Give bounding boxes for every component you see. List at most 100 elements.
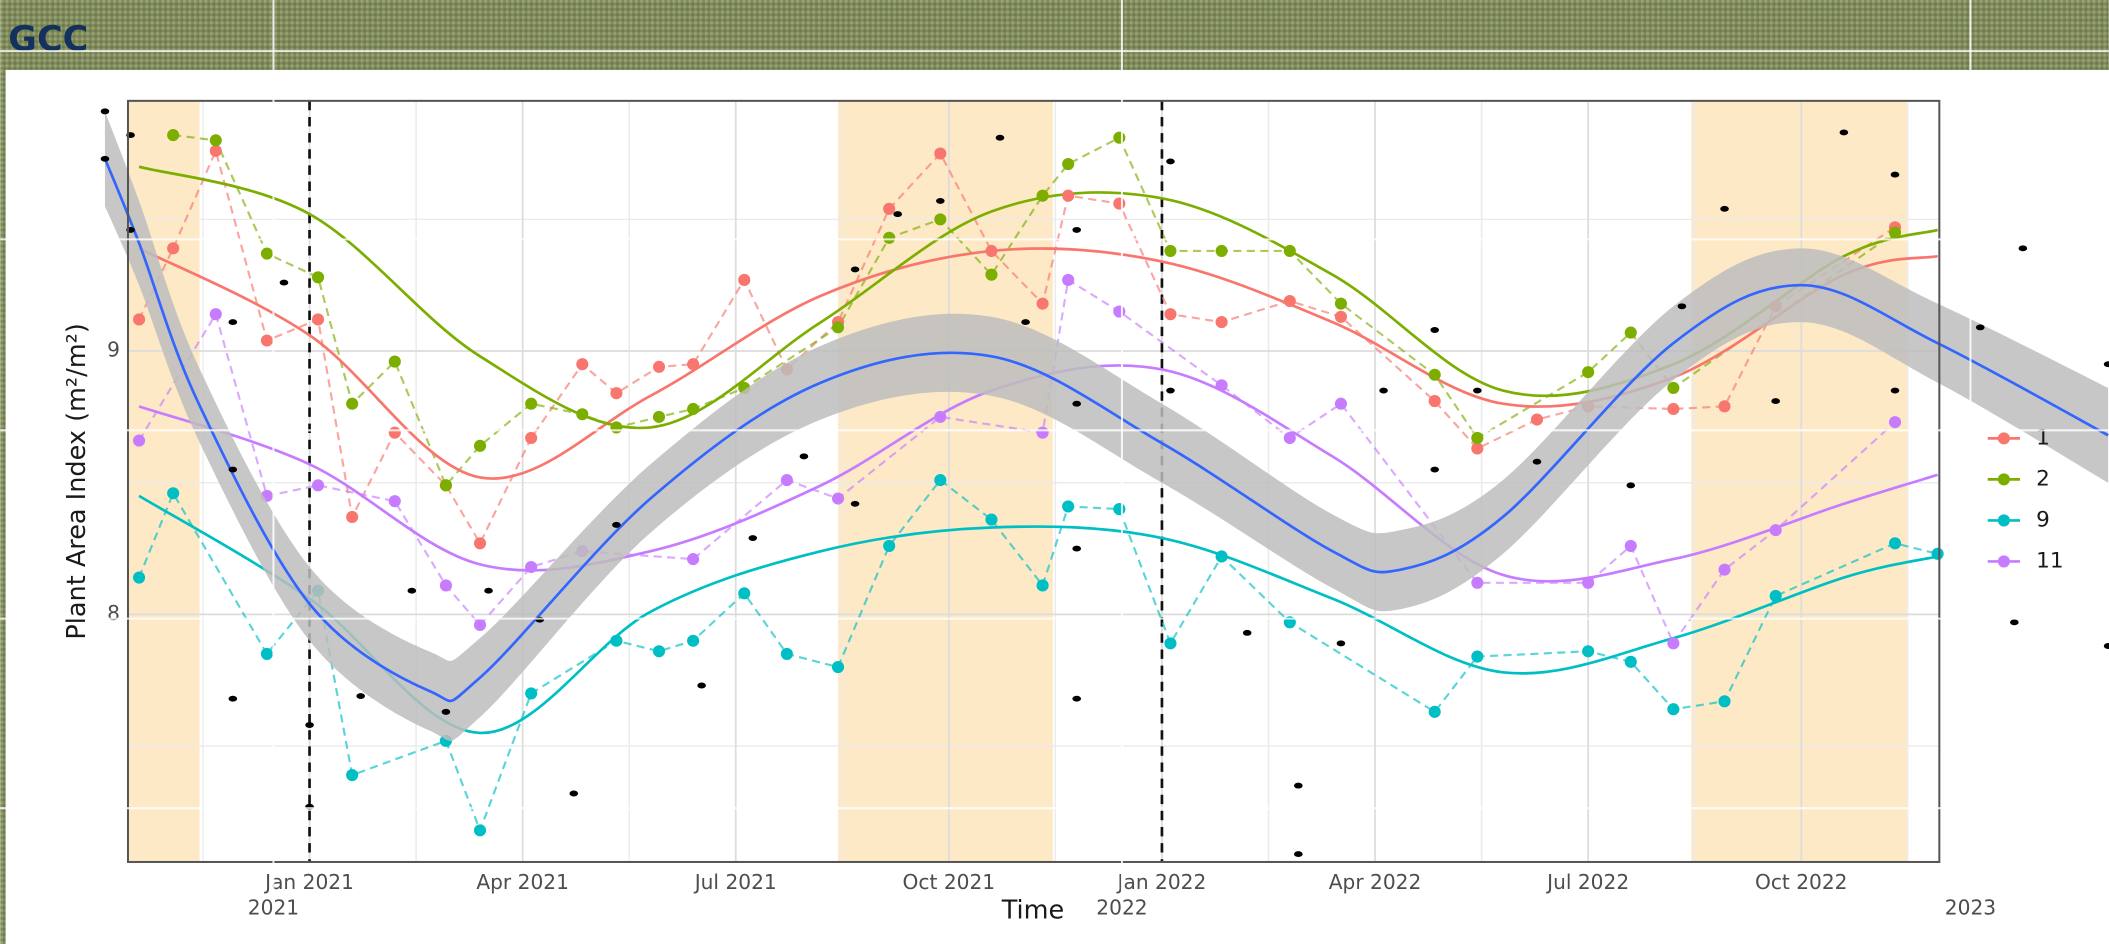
series-point — [610, 421, 623, 434]
series-point — [1113, 131, 1126, 144]
series-point — [1113, 305, 1126, 318]
series-point — [1624, 539, 1637, 552]
year-label: 2021 — [248, 896, 299, 920]
series-point — [1471, 650, 1484, 663]
series-point — [1769, 524, 1782, 537]
series-point — [831, 661, 845, 674]
series-point — [687, 402, 700, 416]
observation-point — [279, 279, 289, 286]
observation-point — [893, 211, 903, 218]
series-point — [610, 387, 623, 400]
x-tick-label: Apr 2021 — [476, 870, 569, 894]
series-point — [312, 313, 325, 326]
series-point — [209, 308, 222, 321]
observation-point — [1975, 324, 1985, 331]
series-point — [1062, 500, 1075, 513]
series-point — [1215, 244, 1228, 258]
year-label: 2023 — [1945, 896, 1996, 920]
series-point — [388, 355, 401, 368]
series-point — [1624, 326, 1637, 339]
series-point — [1113, 197, 1126, 210]
plot-frame — [126, 99, 1941, 863]
series-point — [1888, 537, 1902, 550]
observation-point — [1072, 226, 1082, 233]
observation-point — [228, 319, 238, 326]
series-point — [1769, 589, 1782, 603]
observation-point — [228, 695, 238, 702]
observation-point — [1072, 695, 1082, 702]
y-tick-label: 9 — [107, 338, 120, 362]
series-point — [883, 231, 896, 244]
observation-point — [995, 134, 1005, 141]
observation-point — [1890, 387, 1900, 394]
series-point — [346, 769, 359, 782]
series-point — [1624, 655, 1637, 668]
observation-point — [2010, 619, 2019, 626]
legend-label: 1 — [2036, 425, 2050, 450]
observation-point — [484, 587, 493, 594]
series-point — [1582, 576, 1595, 589]
series-point — [439, 579, 452, 592]
series-point — [1215, 379, 1228, 392]
smooth-line — [103, 158, 2109, 703]
series-point — [260, 247, 273, 260]
observation-point — [407, 587, 417, 594]
series-point — [1718, 563, 1731, 576]
series-point — [209, 134, 222, 147]
series-point — [985, 268, 998, 281]
series-point — [260, 647, 273, 660]
observation-point — [1626, 482, 1636, 489]
series-point — [1718, 400, 1731, 413]
legend-marker — [1997, 514, 2010, 527]
observation-point — [356, 693, 365, 700]
series-point — [133, 434, 146, 447]
series-point — [985, 244, 998, 258]
observation-point — [1771, 398, 1780, 405]
series-point — [167, 487, 180, 500]
series-point — [439, 479, 452, 492]
observation-point — [1021, 319, 1030, 326]
series-point — [167, 242, 180, 255]
series-point — [473, 439, 487, 452]
series-point — [1215, 316, 1228, 329]
observation-point — [1720, 205, 1729, 212]
series-point — [473, 824, 487, 837]
series-point — [1471, 431, 1484, 445]
observation-point — [748, 535, 758, 541]
observation-point — [936, 197, 945, 204]
series-point — [1582, 645, 1595, 658]
series-point — [1113, 503, 1126, 516]
series-line — [138, 278, 1896, 646]
series-point — [652, 360, 666, 373]
observation-point — [441, 708, 451, 715]
series-point — [1667, 637, 1680, 650]
observation-point — [1839, 129, 1849, 136]
series-point — [1718, 695, 1731, 708]
series-point — [1888, 226, 1902, 239]
observation-point — [100, 155, 110, 162]
observation-point — [697, 682, 706, 689]
series-point — [687, 358, 700, 371]
series-point — [1667, 703, 1680, 716]
series-point — [1164, 244, 1177, 258]
series-point — [1428, 368, 1441, 381]
series-point — [1283, 294, 1296, 308]
series-point — [687, 634, 700, 647]
legend-label: 9 — [2036, 507, 2050, 532]
series-point — [388, 495, 401, 508]
observation-point — [1166, 387, 1175, 394]
series-point — [1062, 189, 1075, 202]
y-axis-title: Plant Area Index (m²/m²) — [62, 323, 92, 639]
series-point — [883, 539, 896, 552]
series-point — [652, 645, 666, 658]
shaded-period — [1691, 100, 1907, 862]
series-point — [525, 560, 538, 574]
series-point — [934, 474, 947, 487]
observation-point — [1430, 327, 1440, 333]
plot-clip-group — [127, 100, 1940, 862]
series-point — [133, 571, 146, 584]
series-point — [576, 358, 589, 371]
legend-marker — [1997, 432, 2010, 445]
